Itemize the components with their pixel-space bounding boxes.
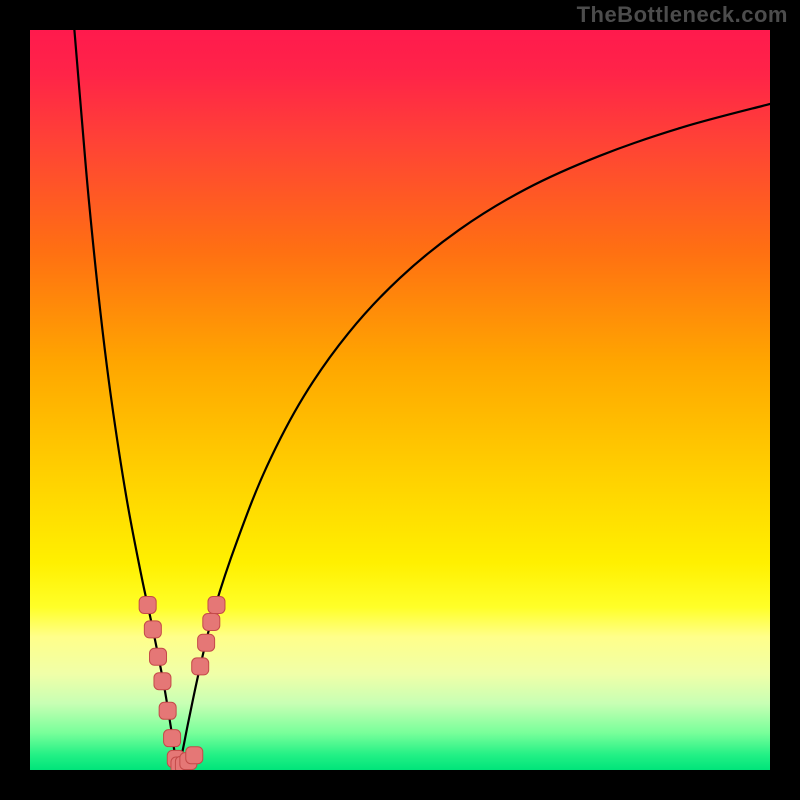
data-marker bbox=[208, 596, 225, 613]
data-marker bbox=[154, 673, 171, 690]
data-marker bbox=[139, 596, 156, 613]
data-marker bbox=[203, 614, 220, 631]
data-marker bbox=[164, 730, 181, 747]
data-marker bbox=[144, 621, 161, 638]
data-marker bbox=[150, 648, 167, 665]
data-marker bbox=[192, 658, 209, 675]
chart-frame: TheBottleneck.com bbox=[0, 0, 800, 800]
data-marker bbox=[159, 702, 176, 719]
data-marker bbox=[198, 634, 215, 651]
watermark-text: TheBottleneck.com bbox=[577, 2, 788, 28]
plot-background-gradient bbox=[30, 30, 770, 770]
data-marker bbox=[186, 747, 203, 764]
bottleneck-chart-svg bbox=[0, 0, 800, 800]
